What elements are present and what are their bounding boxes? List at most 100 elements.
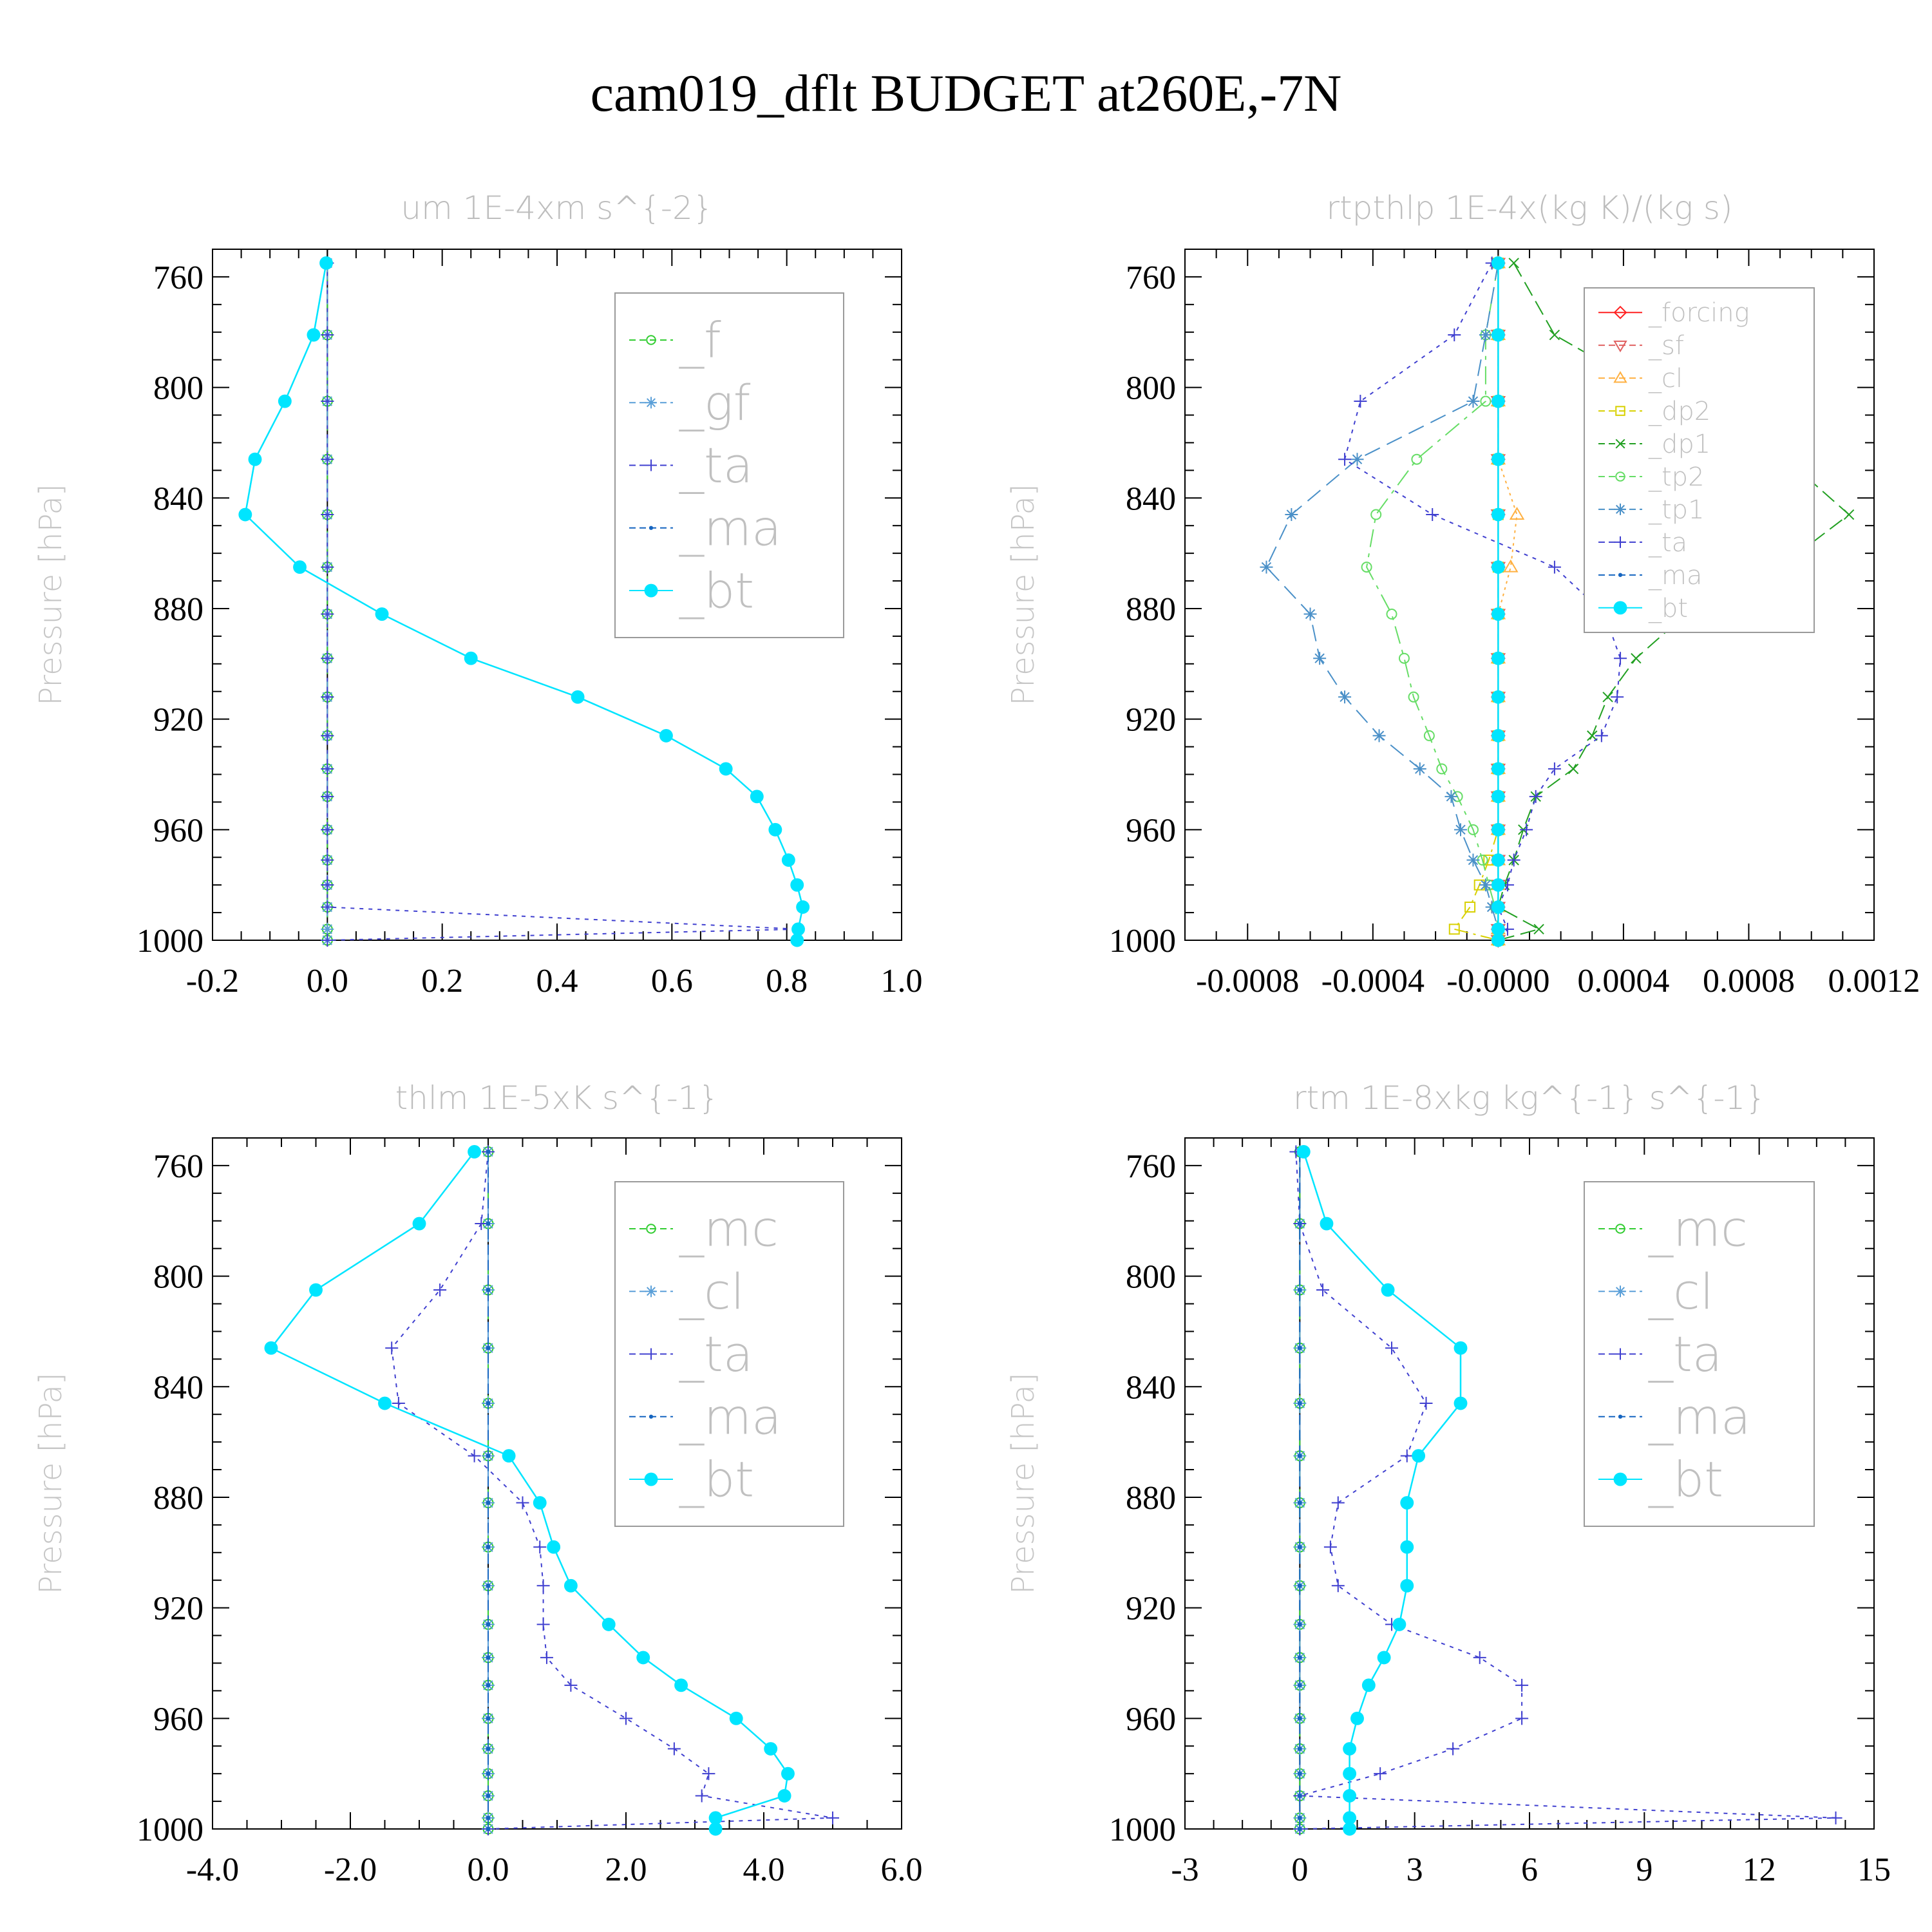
marker — [1509, 507, 1525, 520]
marker — [1491, 560, 1505, 574]
marker — [486, 1815, 491, 1821]
series-line — [1453, 263, 1499, 941]
y-ticks — [1185, 276, 1874, 941]
series-tp1 — [1260, 256, 1505, 947]
y-tick-label: 760 — [153, 1148, 204, 1185]
x-tick-label: 0.0012 — [1828, 963, 1920, 999]
marker — [1381, 1283, 1395, 1297]
y-tick-label: 1000 — [1109, 923, 1176, 960]
marker — [1549, 329, 1560, 341]
marker — [1436, 763, 1448, 775]
series-line — [1265, 263, 1499, 940]
marker — [1515, 1712, 1529, 1725]
marker — [486, 1544, 491, 1549]
marker — [1448, 328, 1461, 342]
marker — [1533, 923, 1544, 935]
series-line — [1497, 263, 1850, 941]
marker — [645, 1348, 657, 1360]
marker — [1491, 507, 1505, 522]
marker — [1285, 508, 1298, 522]
panels: um 1E-4xm s^{-2} Pressure [hPa] 760 800 840 8… — [33, 189, 1920, 1888]
x-tick-label: -3 — [1171, 1852, 1198, 1888]
marker — [1343, 1822, 1357, 1836]
marker — [1297, 1747, 1302, 1752]
series-line — [1303, 1151, 1462, 1829]
x-tick-label: 0.0 — [468, 1852, 509, 1888]
marker — [378, 1396, 392, 1410]
marker — [674, 1678, 688, 1692]
y-tick-label: 800 — [153, 1259, 204, 1296]
marker — [321, 607, 334, 621]
marker — [375, 607, 389, 621]
marker — [1296, 1145, 1311, 1159]
legend-label: _mc — [679, 1200, 779, 1258]
marker — [695, 1789, 708, 1803]
marker — [1297, 1793, 1302, 1798]
x-tick-label: 0.4 — [536, 963, 578, 999]
series-line — [1366, 263, 1499, 940]
marker — [1400, 1496, 1414, 1510]
marker — [1615, 536, 1626, 548]
y-ticks — [1185, 1164, 1874, 1830]
marker — [464, 651, 478, 665]
marker — [790, 933, 804, 947]
y-tick-label: 1000 — [1109, 1812, 1176, 1848]
x-tick-label: -4.0 — [186, 1852, 239, 1888]
series-cl — [1490, 255, 1525, 945]
marker — [321, 790, 334, 803]
marker — [1338, 690, 1352, 704]
marker — [1408, 691, 1419, 703]
marker — [1843, 509, 1855, 520]
marker — [486, 1683, 491, 1688]
marker — [1297, 1683, 1302, 1688]
marker — [1323, 1540, 1337, 1554]
legend-label: _ta — [1648, 528, 1687, 558]
marker — [321, 328, 334, 342]
marker — [433, 1283, 447, 1297]
marker — [1320, 1217, 1334, 1231]
legend-label: _sf — [1648, 331, 1684, 361]
marker — [1354, 395, 1367, 408]
plot-area — [1289, 1145, 1842, 1836]
series-bt — [264, 1145, 795, 1836]
marker — [791, 922, 805, 936]
legend-label: _cl — [679, 1263, 744, 1320]
marker — [1479, 878, 1492, 892]
marker — [1587, 730, 1598, 741]
x-ticks — [212, 1138, 902, 1829]
marker — [547, 1540, 561, 1554]
marker — [1313, 652, 1327, 665]
marker — [1297, 1501, 1302, 1506]
figure-title: cam019_dflt BUDGET at260E,-7N — [591, 64, 1342, 122]
marker — [1613, 601, 1627, 615]
marker — [486, 1655, 491, 1660]
marker — [645, 459, 657, 471]
marker — [321, 508, 334, 522]
marker — [321, 878, 334, 892]
marker — [1343, 1789, 1357, 1803]
marker — [1479, 328, 1492, 342]
marker — [644, 1472, 658, 1486]
marker — [1615, 471, 1625, 482]
legend-label: _forcing — [1648, 298, 1750, 328]
marker — [564, 1678, 578, 1692]
marker — [321, 395, 334, 408]
marker — [1398, 652, 1410, 664]
marker — [1316, 1283, 1329, 1297]
marker — [321, 823, 334, 837]
x-tick-label: 0.8 — [766, 963, 808, 999]
marker — [1491, 452, 1505, 466]
y-tick-label: 920 — [153, 1591, 204, 1627]
marker — [1614, 652, 1627, 665]
plot-area — [264, 1145, 839, 1836]
marker — [1297, 1544, 1302, 1549]
marker — [1613, 340, 1627, 353]
legend-label: _ma — [1648, 1388, 1751, 1445]
marker — [468, 1145, 482, 1159]
marker — [1386, 609, 1397, 620]
marker — [1454, 1341, 1468, 1355]
marker — [1444, 790, 1458, 803]
y-tick-label: 800 — [1126, 1259, 1176, 1296]
marker — [1400, 1449, 1414, 1463]
